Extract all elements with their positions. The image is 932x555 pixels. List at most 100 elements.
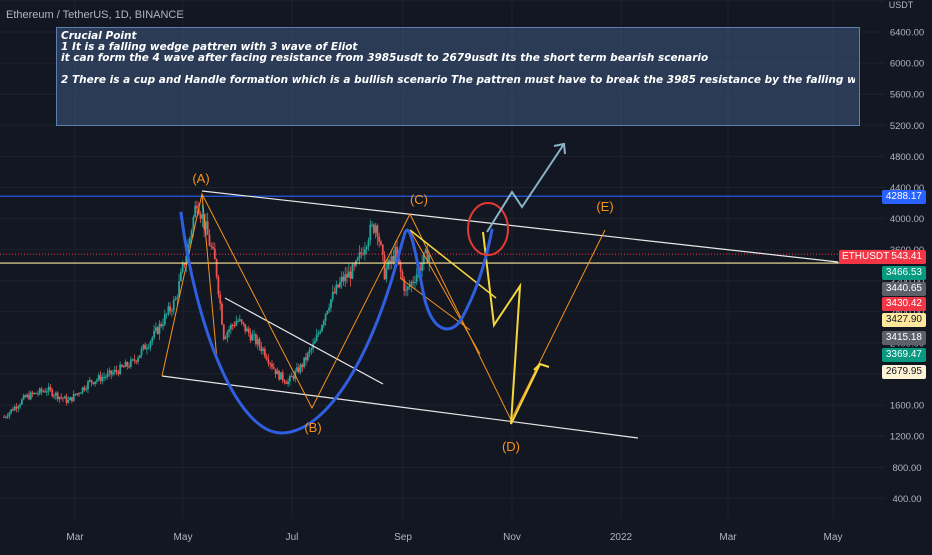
price-tag: 3369.47 [881,348,926,362]
candle-body [271,363,273,368]
y-tick-label: 1200.00 [890,432,924,443]
candle-body [19,404,21,407]
candle-body [53,395,55,397]
y-tick-label: 1600.00 [890,401,924,412]
candle-body [176,297,179,299]
candle-body [144,344,147,350]
candle-body [83,387,86,390]
candle-body [331,291,334,300]
candle-body [338,281,341,288]
candle-body [394,246,397,263]
candle-body [410,281,413,286]
candle-body [349,271,352,279]
candle-body [283,380,286,383]
candle-body [206,221,209,235]
price-tag: 3440.65 [881,282,926,296]
candle-body [380,241,382,245]
candle-body [129,359,132,367]
candle-body [135,360,138,362]
candle-body [374,225,377,233]
candle-body [367,240,370,247]
note-line-2: it can form the 4 wave after facing resi… [61,53,709,64]
candle-body [138,354,141,359]
candle-body [110,370,113,375]
candle-body [290,375,293,377]
candle-body [274,368,277,375]
candle-body [154,327,157,331]
candle-body [31,392,34,394]
y-tick-label: 3200.00 [890,276,924,287]
axis-currency-label[interactable]: USDT [888,0,914,10]
candle-body [146,348,148,350]
resistance-circle [467,202,509,256]
x-tick-label: Mar [66,532,84,543]
candle-body [119,364,122,375]
candle-body [231,324,234,326]
candle-body [356,257,359,261]
candle-body [103,376,105,378]
candle-body [45,391,48,393]
candle-body [28,394,30,400]
candle-body [92,382,95,384]
candle-body [255,334,257,345]
candle-body [72,393,75,402]
candle-body [38,388,41,394]
candle-body [308,350,311,353]
breakout-arrowhead [553,142,566,155]
candlestick-series [3,200,431,420]
x-tick-label: 2022 [610,532,633,543]
candle-body [385,268,388,280]
candle-body [197,208,200,215]
candle-body [251,335,254,341]
candle-body [20,399,23,405]
x-tick-label: Mar [719,532,737,543]
candle-body [78,393,80,395]
candle-body [101,377,104,382]
candle-body [226,332,229,338]
note-title: Crucial Point [61,31,137,42]
x-tick-label: Nov [503,532,521,543]
candle-body [335,284,338,294]
candle-body [15,406,18,409]
candle-body [412,281,415,283]
candle-body [199,214,202,219]
candle-body [406,286,409,290]
note-box[interactable]: Crucial Point 1 It is a falling wedge pa… [56,27,860,126]
candle-body [99,375,102,382]
yellow-path [482,231,541,425]
candle-body [365,246,368,250]
candle-body [190,230,193,238]
candle-body [81,387,84,393]
ticker-tag: ETHUSDT [839,250,893,264]
wave-label: (B) [304,420,321,435]
candle-body [333,291,336,294]
y-tick-label: 4400.00 [890,183,924,194]
y-tick-label: 5200.00 [890,121,924,132]
wave-labels: (A) (B) (C) (D) (E) [192,171,613,454]
candle-body [194,205,197,217]
y-tick-label: 6400.00 [890,28,924,39]
candle-body [347,271,350,278]
candle-body [76,393,79,395]
candle-body [246,328,248,332]
candle-body [131,359,134,361]
candle-body [113,369,116,373]
candle-body [424,249,427,253]
wedge-lower-line [161,375,639,439]
candle-body [281,372,284,381]
candle-body [10,409,13,413]
candle-body [26,394,29,398]
time-axis: Mar May Jul Sep Nov 2022 Mar May [0,522,932,550]
x-tick-label: Jul [286,532,299,543]
candle-body [97,375,100,380]
orange-wave-d [409,213,606,422]
candle-body [258,339,261,347]
candle-body [142,344,145,349]
candle-body [210,245,213,247]
candle-body [315,334,318,341]
candle-body [70,397,73,402]
candle-body [96,379,98,382]
candle-body [60,396,63,398]
candle-body [6,416,9,418]
candle-body [88,380,91,382]
